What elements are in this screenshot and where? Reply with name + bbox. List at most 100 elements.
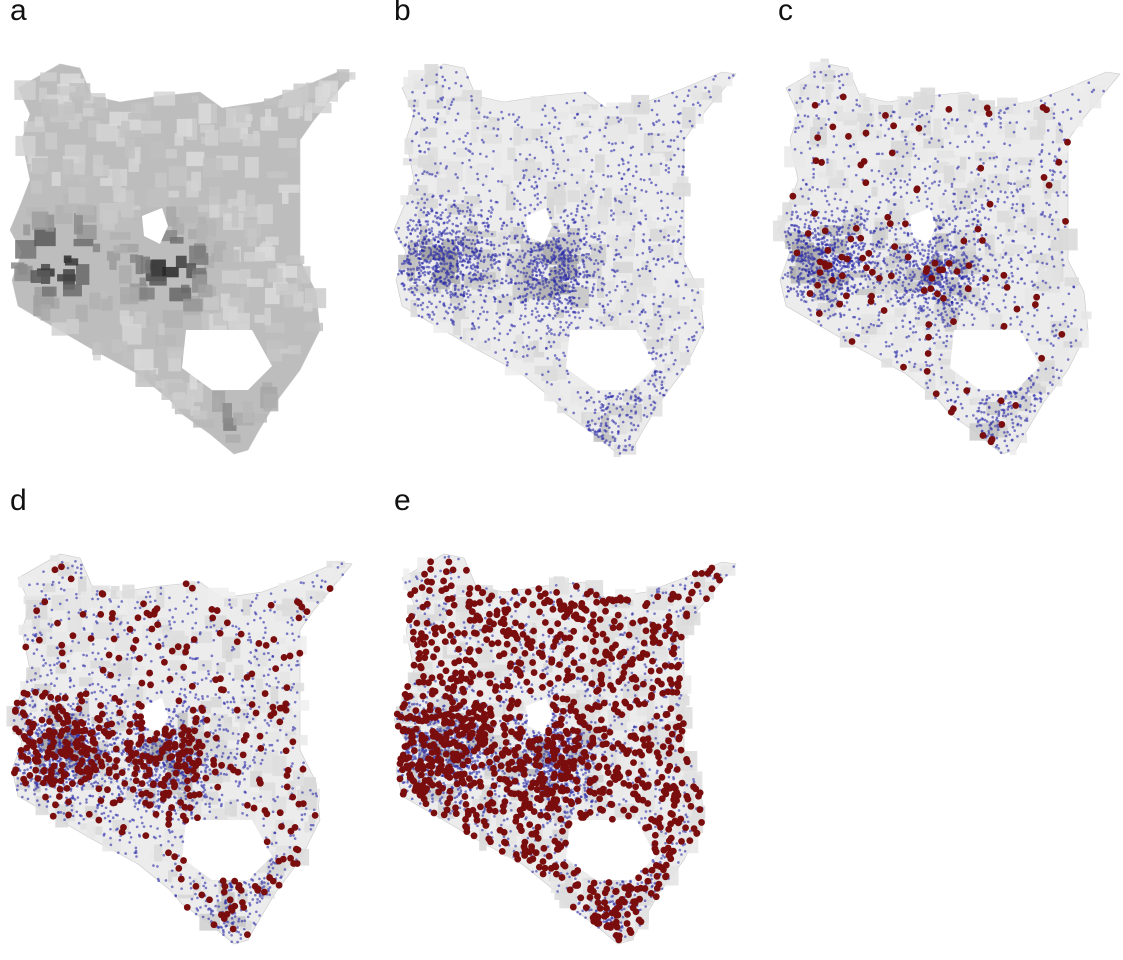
blue-point [957, 259, 960, 262]
blue-point [545, 278, 548, 281]
region-cell [122, 323, 142, 345]
blue-point [456, 209, 460, 213]
blue-point [461, 200, 465, 203]
region-cell [933, 118, 942, 139]
blue-point [443, 221, 446, 224]
blue-point [881, 288, 885, 292]
blue-point [409, 268, 412, 271]
blue-point [434, 174, 437, 178]
blue-point [407, 288, 411, 291]
region-cell [76, 264, 90, 285]
blue-point [498, 268, 501, 272]
blue-point [980, 429, 984, 433]
blue-point [563, 238, 567, 242]
blue-point [827, 259, 830, 262]
blue-point [654, 183, 658, 187]
region-cell [782, 202, 793, 222]
blue-point [490, 211, 493, 214]
blue-point [575, 207, 579, 211]
blue-point [1023, 225, 1027, 228]
blue-point [402, 283, 406, 287]
blue-point [939, 283, 942, 287]
blue-point [547, 370, 550, 373]
blue-point [424, 283, 428, 286]
blue-point [447, 246, 450, 250]
blue-point [673, 328, 677, 332]
blue-point [653, 370, 657, 374]
region-cell [825, 83, 832, 100]
blue-point [525, 344, 529, 348]
region-cell [515, 334, 524, 348]
blue-point [817, 320, 820, 323]
region-cell [900, 130, 910, 138]
blue-point [437, 270, 441, 273]
blue-point [449, 303, 453, 306]
region-cell [640, 161, 653, 171]
blue-point [965, 380, 969, 384]
blue-point [1051, 355, 1054, 359]
blue-point [944, 189, 947, 193]
blue-point [942, 307, 946, 311]
blue-point [830, 243, 834, 247]
region-cell [684, 317, 703, 336]
blue-point [959, 292, 963, 296]
blue-point [423, 128, 426, 132]
blue-point [484, 175, 488, 178]
blue-point [1102, 89, 1105, 93]
region-cell [968, 121, 976, 129]
blue-point [464, 147, 468, 150]
blue-point [552, 162, 555, 165]
blue-point [970, 201, 974, 205]
blue-point [903, 314, 906, 317]
region-cell [220, 293, 230, 308]
blue-point [637, 104, 641, 108]
blue-point [505, 242, 508, 245]
blue-point [936, 252, 940, 256]
blue-point [536, 310, 539, 314]
blue-point [506, 263, 510, 266]
blue-point [414, 182, 418, 185]
blue-point [480, 240, 484, 244]
blue-point [1026, 176, 1030, 180]
region-cell [254, 314, 265, 323]
blue-point [562, 219, 566, 223]
blue-point [820, 291, 824, 295]
blue-point [849, 144, 853, 148]
blue-point [566, 270, 570, 274]
region-cell [411, 256, 420, 272]
region-cell [288, 107, 300, 119]
blue-point [565, 321, 568, 324]
blue-point [447, 189, 450, 193]
blue-point [955, 259, 958, 262]
blue-point [444, 249, 447, 253]
blue-point [616, 395, 620, 398]
blue-point [836, 239, 840, 243]
blue-point [653, 406, 656, 409]
blue-point [905, 266, 908, 270]
blue-point [521, 260, 524, 264]
region-cell [926, 218, 945, 230]
blue-point [791, 210, 794, 214]
blue-point [634, 186, 637, 190]
region-cell [615, 164, 632, 171]
blue-point [459, 270, 463, 274]
blue-point [987, 269, 991, 273]
blue-point [454, 235, 458, 239]
blue-point [967, 211, 970, 214]
blue-point [1003, 111, 1006, 114]
blue-point [419, 245, 423, 248]
blue-point [1024, 399, 1028, 402]
region-cell [303, 303, 313, 312]
blue-point [816, 187, 819, 191]
blue-point [856, 334, 860, 337]
blue-point [928, 379, 932, 382]
blue-point [423, 193, 426, 196]
blue-point [788, 246, 791, 250]
blue-point [957, 231, 960, 235]
blue-point [901, 325, 905, 328]
blue-point [954, 207, 958, 211]
blue-point [425, 234, 428, 238]
region-cell [82, 108, 97, 117]
blue-point [653, 99, 657, 103]
blue-point [469, 230, 473, 233]
